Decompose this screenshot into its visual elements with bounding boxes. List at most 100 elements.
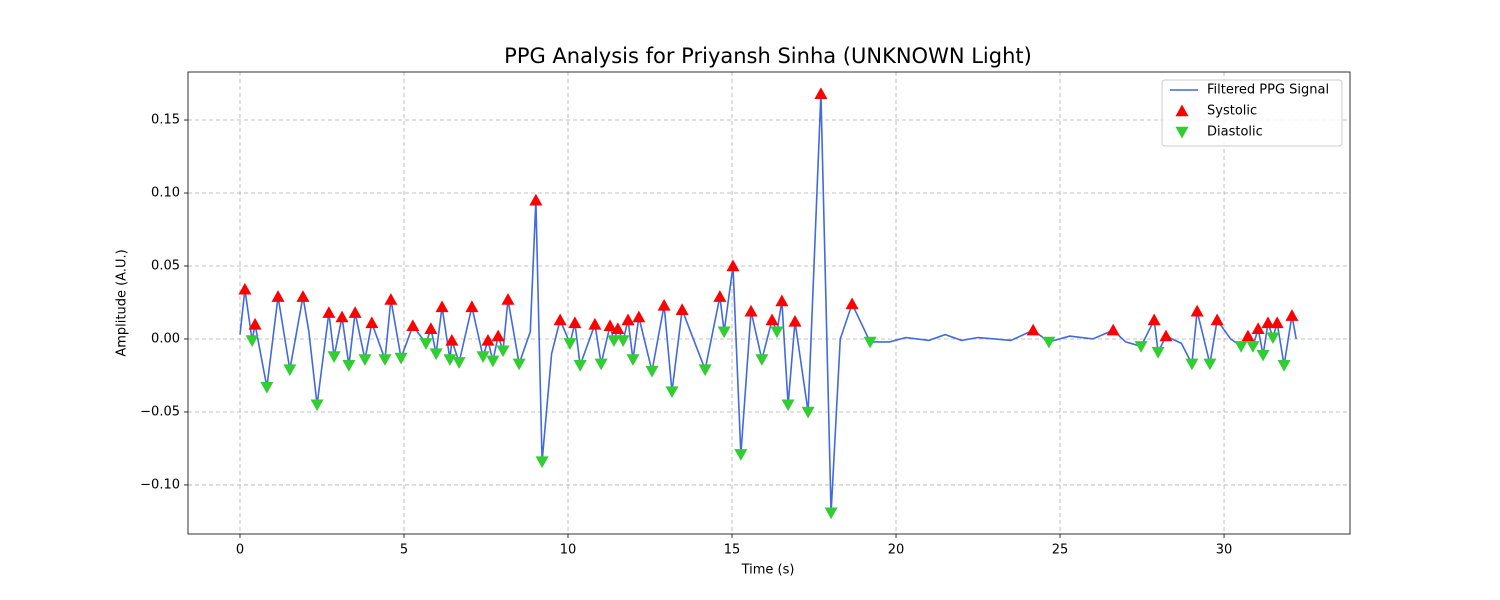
diastolic-marker: [512, 358, 526, 371]
systolic-marker: [1190, 304, 1204, 317]
diastolic-marker: [419, 338, 433, 350]
systolic-marker: [1261, 316, 1275, 329]
systolic-marker: [406, 319, 420, 332]
y-tick-label: 0.10: [151, 186, 180, 201]
systolic-marker: [335, 310, 349, 323]
systolic-marker: [271, 290, 285, 302]
diastolic-marker: [801, 406, 815, 419]
systolic-marker: [1285, 309, 1299, 321]
systolic-marker: [1159, 329, 1173, 342]
plot-frame: [187, 71, 1351, 535]
systolic-marker: [1026, 323, 1040, 336]
systolic-marker: [568, 316, 582, 329]
diastolic-marker: [1234, 341, 1248, 353]
systolic-marker: [1210, 313, 1224, 326]
systolic-marker: [814, 87, 828, 99]
legend-marker: [1175, 126, 1189, 139]
diastolic-marker: [1256, 349, 1270, 362]
x-tick-label: 0: [236, 543, 244, 558]
systolic-marker: [491, 329, 505, 342]
systolic-marker: [529, 193, 543, 206]
systolic-marker: [588, 317, 602, 330]
diastolic-marker: [734, 449, 748, 461]
systolic-marker: [657, 298, 671, 311]
systolic-marker: [501, 293, 515, 305]
systolic-marker: [713, 290, 727, 302]
x-tick-label: 30: [1216, 543, 1233, 558]
systolic-marker: [621, 313, 635, 326]
systolic-marker: [1270, 316, 1284, 329]
x-tick-label: 15: [724, 543, 741, 558]
diastolic-marker: [342, 360, 356, 372]
diastolic-marker: [1185, 358, 1199, 371]
systolic-marker: [296, 290, 310, 302]
diastolic-marker: [358, 354, 372, 366]
diastolic-marker: [626, 354, 640, 366]
systolic-marker: [348, 306, 362, 318]
signal-line: [239, 93, 1297, 513]
systolic-marker: [481, 333, 495, 346]
diastolic-marker: [486, 355, 500, 368]
diastolic-marker: [310, 399, 324, 412]
y-tick-label: −0.10: [140, 477, 180, 492]
systolic-marker: [775, 294, 789, 307]
x-axis-label: Time (s): [741, 563, 795, 578]
systolic-marker: [744, 304, 758, 317]
x-tick-label: 10: [560, 543, 577, 558]
systolic-marker: [675, 303, 689, 315]
diastolic-marker: [717, 326, 731, 339]
diastolic-marker: [1042, 336, 1056, 349]
legend-label: Systolic: [1207, 104, 1257, 119]
y-tick-label: 0.00: [151, 331, 180, 346]
diastolic-marker: [698, 364, 712, 377]
systolic-marker: [384, 293, 398, 305]
legend-box: [1161, 79, 1343, 147]
diastolic-marker: [260, 381, 274, 394]
diastolic-marker: [327, 351, 341, 363]
systolic-marker: [1106, 323, 1120, 336]
systolic-marker: [726, 259, 740, 272]
y-tick-label: −0.05: [140, 404, 180, 419]
diastolic-marker: [1203, 358, 1217, 371]
systolic-marker: [445, 333, 459, 346]
systolic-marker: [788, 314, 802, 327]
diastolic-marker: [1246, 341, 1260, 353]
y-tick-label: 0.05: [151, 258, 180, 273]
systolic-marker: [465, 300, 479, 313]
diastolic-marker: [496, 345, 510, 358]
diastolic-marker: [607, 335, 621, 347]
diastolic-marker: [1266, 332, 1280, 345]
diastolic-marker: [245, 335, 259, 347]
diastolic-marker: [573, 360, 587, 372]
diastolic-marker: [863, 336, 877, 349]
diastolic-marker: [824, 507, 838, 520]
diastolic-marker: [665, 386, 679, 399]
diastolic-marker: [1134, 341, 1148, 353]
x-tick-label: 5: [400, 543, 408, 558]
systolic-marker: [248, 317, 262, 330]
systolic-marker: [365, 316, 379, 329]
legend-label: Filtered PPG Signal: [1207, 83, 1329, 98]
diastolic-marker: [563, 338, 577, 350]
systolic-marker: [611, 322, 625, 334]
systolic-marker: [765, 313, 779, 326]
systolic-marker: [424, 322, 438, 334]
systolic-marker: [603, 319, 617, 332]
diastolic-marker: [394, 352, 408, 365]
y-axis-label: Amplitude (A.U.): [115, 249, 130, 356]
diastolic-marker: [770, 326, 784, 339]
diastolic-marker: [755, 354, 769, 366]
systolic-marker: [632, 310, 646, 323]
diastolic-marker: [476, 351, 490, 363]
systolic-marker: [238, 282, 252, 295]
diastolic-marker: [1277, 360, 1291, 372]
systolic-marker: [845, 297, 859, 310]
diastolic-marker: [1151, 346, 1165, 359]
diastolic-marker: [535, 456, 549, 469]
x-tick-label: 25: [1052, 543, 1069, 558]
systolic-marker: [435, 300, 449, 313]
legend-marker: [1175, 104, 1189, 117]
diastolic-marker: [378, 354, 392, 366]
diastolic-marker: [452, 357, 466, 369]
diastolic-marker: [616, 335, 630, 347]
